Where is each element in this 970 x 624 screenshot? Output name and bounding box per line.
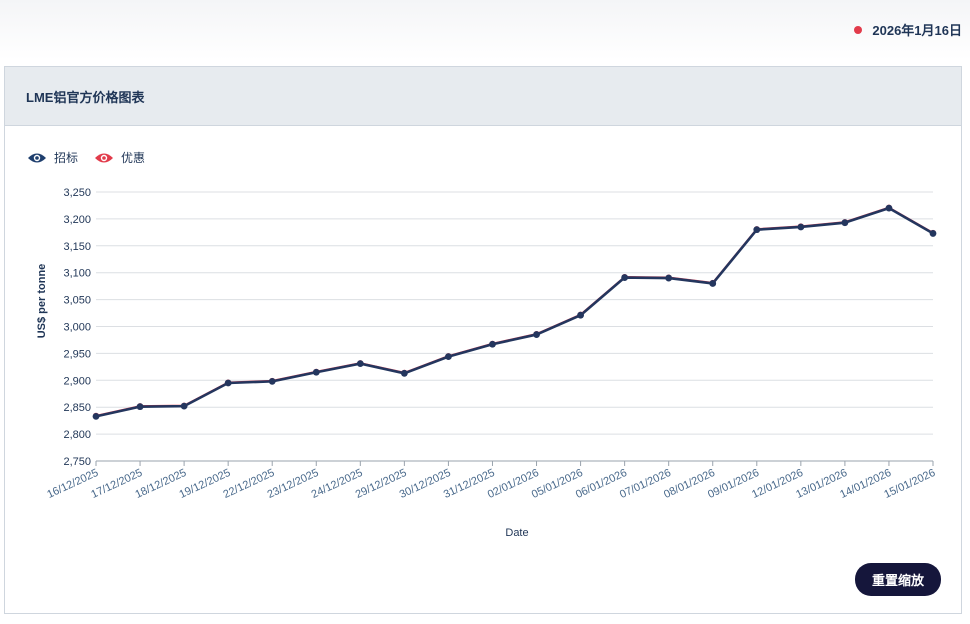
chart-legend: 招标 优惠 <box>27 149 145 166</box>
panel-title: LME铝官方价格图表 <box>26 89 145 105</box>
data-point-bid[interactable] <box>268 377 276 385</box>
y-tick-label: 2,950 <box>63 348 91 360</box>
data-point-bid[interactable] <box>224 379 232 387</box>
x-axis-label: Date <box>505 527 528 539</box>
data-point-bid[interactable] <box>92 412 100 420</box>
data-point-bid[interactable] <box>312 368 320 376</box>
legend-item-bid[interactable]: 招标 <box>27 149 78 166</box>
y-tick-label: 2,900 <box>63 375 91 387</box>
line-chart: 2,750 2,800 2,850 2,900 2,950 3,000 3,050 3,100… <box>36 187 937 539</box>
data-point-bid[interactable] <box>136 403 144 411</box>
legend-label-offer: 优惠 <box>121 151 146 165</box>
x-tick-label: 15/01/2026 <box>882 467 937 501</box>
data-point-bid[interactable] <box>489 340 496 348</box>
eye-icon <box>95 153 114 162</box>
data-point-bid[interactable] <box>841 219 849 227</box>
y-axis-label: US$ per tonne <box>36 264 48 339</box>
series-layer <box>92 204 937 420</box>
data-point-bid[interactable] <box>356 360 364 368</box>
data-point-bid[interactable] <box>885 204 893 212</box>
y-tick-label: 3,150 <box>63 241 91 253</box>
status-dot <box>854 25 863 34</box>
panel-header: LME铝官方价格图表 <box>5 67 961 126</box>
y-axis-ticks: 2,750 2,800 2,850 2,900 2,950 3,000 3,050 3,100… <box>63 187 91 468</box>
y-tick-label: 3,050 <box>63 295 91 307</box>
series-line-offer <box>95 206 934 417</box>
y-tick-label: 2,750 <box>63 456 91 468</box>
date-indicator: 2026年1月16日 <box>854 20 962 39</box>
data-point-bid[interactable] <box>753 226 761 234</box>
data-point-bid[interactable] <box>797 223 805 231</box>
data-point-bid[interactable] <box>929 230 937 237</box>
x-axis-ticks: 16/12/202517/12/202518/12/202519/12/2025… <box>45 461 937 501</box>
data-point-bid[interactable] <box>577 311 584 319</box>
y-tick-label: 3,000 <box>63 322 91 334</box>
eye-icon <box>28 153 46 162</box>
legend-label-bid: 招标 <box>54 151 79 165</box>
y-tick-label: 2,850 <box>63 402 91 414</box>
data-point-bid[interactable] <box>180 402 188 410</box>
legend-item-offer[interactable]: 优惠 <box>94 149 145 166</box>
data-point-bid[interactable] <box>445 353 452 361</box>
series-line-bid <box>95 206 934 418</box>
data-point-bid[interactable] <box>400 369 408 377</box>
top-bar <box>0 0 970 60</box>
y-tick-label: 2,800 <box>63 429 91 441</box>
grid-lines <box>96 191 933 462</box>
y-tick-label: 3,100 <box>63 268 91 280</box>
data-point-bid[interactable] <box>621 274 629 281</box>
reset-zoom-button[interactable]: 重置缩放 <box>854 563 941 596</box>
data-point-bid[interactable] <box>533 331 540 338</box>
chart-panel: LME铝官方价格图表 招标 优惠 2,750 2,800 2,850 2,900 2,9… <box>4 66 962 614</box>
current-date: 2026年1月16日 <box>872 23 962 38</box>
data-point-bid[interactable] <box>665 274 673 282</box>
data-point-bid[interactable] <box>709 280 717 287</box>
y-tick-label: 3,200 <box>63 214 91 226</box>
y-tick-label: 3,250 <box>63 187 91 199</box>
